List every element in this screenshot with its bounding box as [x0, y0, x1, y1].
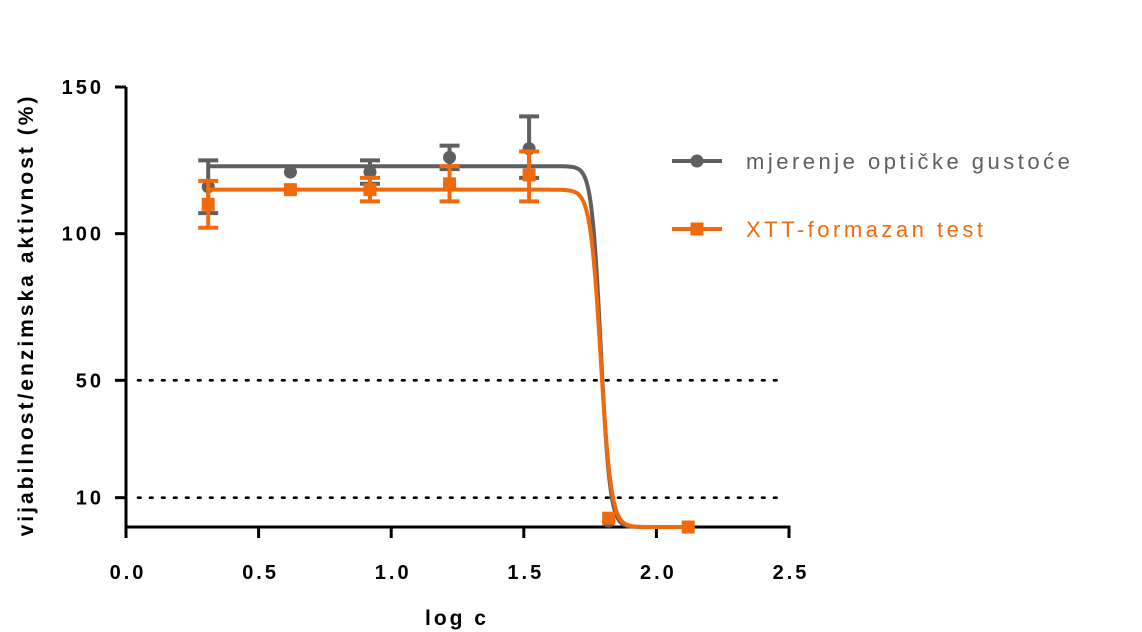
data-point — [443, 177, 457, 191]
axes — [124, 87, 791, 529]
legend-item-2: XTT-formazan test — [672, 217, 986, 242]
y-tick-label: 150 — [62, 77, 104, 99]
x-tick-label: 1.0 — [375, 562, 412, 584]
x-tick-label: 0.5 — [242, 562, 279, 584]
x-axis-ticks: 0.0 0.5 1.0 1.5 2.0 2.5 — [110, 527, 810, 584]
legend: mjerenje optičke gustoće XTT-formazan tes… — [672, 149, 1073, 242]
data-point — [602, 511, 616, 525]
legend-label: mjerenje optičke gustoće — [746, 149, 1073, 174]
x-tick-label: 1.5 — [507, 562, 544, 584]
data-point — [201, 197, 215, 211]
data-point — [522, 168, 536, 182]
y-tick-label: 100 — [62, 224, 104, 246]
legend-label: XTT-formazan test — [746, 217, 986, 242]
data-point — [283, 165, 297, 179]
legend-marker — [690, 154, 704, 168]
data-point — [363, 183, 377, 197]
y-tick-label: 50 — [76, 370, 104, 392]
x-tick-label: 2.5 — [773, 562, 810, 584]
fit-curve — [208, 187, 689, 529]
fit-curve — [208, 164, 689, 529]
x-tick-label: 2.0 — [640, 562, 677, 584]
y-axis-ticks: 10 50 100 150 — [62, 77, 126, 510]
series-layer — [198, 114, 695, 534]
legend-item-1: mjerenje optičke gustoće — [672, 149, 1073, 174]
reference-lines — [136, 379, 782, 499]
y-tick-label: 10 — [76, 488, 104, 510]
y-axis-title: vijabilnost/enzimska aktivnost (%) — [15, 94, 38, 537]
x-tick-label: 0.0 — [110, 562, 147, 584]
data-point — [283, 183, 297, 197]
series-2 — [198, 149, 695, 534]
legend-marker — [690, 222, 704, 236]
data-point — [363, 165, 377, 179]
x-axis-title: log c — [425, 607, 489, 630]
data-point — [443, 150, 457, 164]
data-point — [681, 520, 695, 534]
